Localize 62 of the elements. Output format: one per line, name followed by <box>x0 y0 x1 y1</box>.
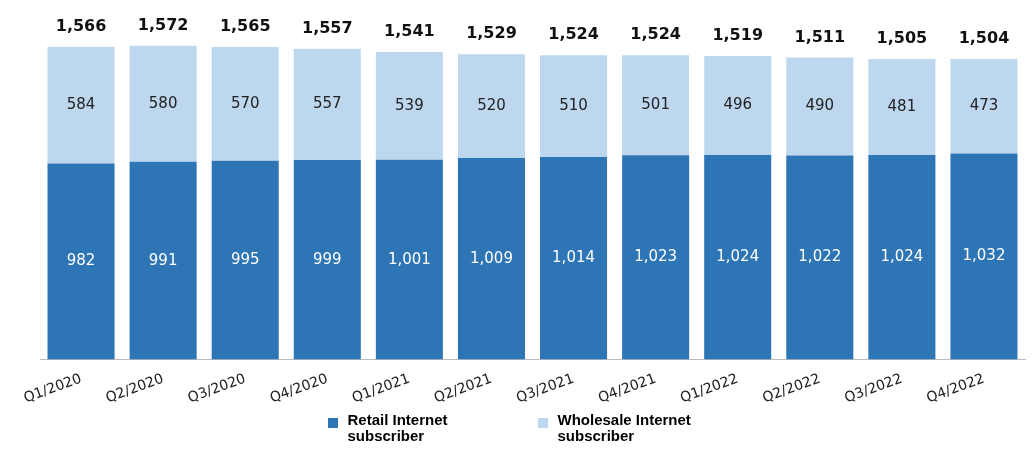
data-label: 1,001 <box>387 249 431 268</box>
bar <box>293 48 361 161</box>
bar <box>786 57 854 156</box>
total-label: 1,504 <box>958 28 1010 48</box>
bar <box>950 58 1018 154</box>
bar <box>540 55 608 158</box>
total-label: 1,505 <box>876 28 928 48</box>
data-label: 557 <box>312 94 342 113</box>
total-label: 1,566 <box>55 15 107 35</box>
bar <box>129 45 197 162</box>
legend-label: Retail Internet subscriber <box>347 411 449 444</box>
bar <box>950 153 1018 360</box>
bar <box>375 51 443 160</box>
bar <box>540 157 608 360</box>
total-label: 1,541 <box>384 21 435 41</box>
data-label: 520 <box>477 96 506 115</box>
data-label: 995 <box>230 250 260 269</box>
total-label: 1,524 <box>630 24 681 44</box>
bar <box>704 155 772 360</box>
total-label: 1,511 <box>794 26 846 46</box>
data-label: 982 <box>66 251 96 270</box>
data-label: 999 <box>312 249 342 268</box>
bar <box>622 155 690 360</box>
bar <box>47 46 115 164</box>
bar <box>868 58 936 156</box>
data-label: 1,032 <box>962 246 1006 265</box>
bar <box>129 161 197 360</box>
bar <box>457 158 525 360</box>
bar <box>211 160 279 360</box>
bar <box>868 155 936 360</box>
bar <box>786 155 854 360</box>
data-label: 1,022 <box>798 247 842 266</box>
bar <box>457 54 525 159</box>
total-label: 1,529 <box>466 23 517 43</box>
data-label: 539 <box>395 95 424 114</box>
data-label: 1,009 <box>469 248 513 267</box>
data-label: 580 <box>148 93 178 112</box>
data-label: 991 <box>148 250 178 269</box>
total-label: 1,565 <box>219 16 271 36</box>
bar <box>375 159 443 360</box>
bar <box>293 160 361 360</box>
data-label: 510 <box>559 96 588 115</box>
data-label: 501 <box>641 95 670 114</box>
data-label: 1,024 <box>716 247 760 266</box>
bar <box>211 46 279 161</box>
data-label: 496 <box>723 95 753 114</box>
total-label: 1,572 <box>137 14 189 34</box>
data-label: 1,014 <box>552 248 596 267</box>
data-label: 570 <box>230 93 260 112</box>
total-label: 1,557 <box>301 17 353 37</box>
data-label: 584 <box>66 95 96 114</box>
legend-label: Wholesale Internet subscriber <box>557 411 692 444</box>
data-label: 473 <box>969 96 999 115</box>
total-label: 1,519 <box>712 25 764 45</box>
bar <box>704 55 772 156</box>
total-label: 1,524 <box>548 24 599 44</box>
bar <box>622 55 690 156</box>
data-label: 490 <box>805 96 835 115</box>
bar <box>47 163 115 360</box>
data-label: 481 <box>887 96 917 115</box>
data-label: 1,023 <box>634 247 678 266</box>
data-label: 1,024 <box>880 247 924 266</box>
